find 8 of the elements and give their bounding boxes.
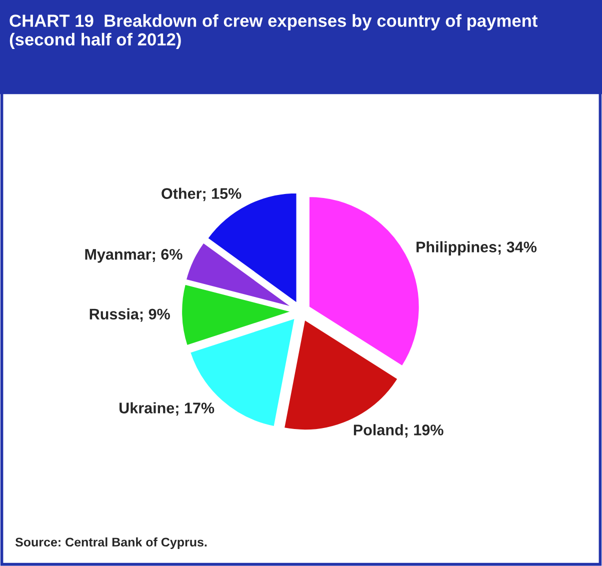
source-note: Source: Central Bank of Cyprus. — [15, 537, 207, 550]
slice-label: Myanmar; 6% — [85, 248, 182, 263]
slice-label: Other; 15% — [162, 188, 242, 202]
slice-label: Ukraine; 17% — [120, 402, 214, 416]
slice-label: Russia; 9% — [90, 308, 170, 322]
slice-label: Philippines; 34% — [416, 241, 537, 256]
slice-label: Poland; 19% — [354, 424, 444, 438]
chart-title: CHART 19 Breakdown of crew expenses by country of payment (second half of 2012) — [10, 14, 538, 50]
